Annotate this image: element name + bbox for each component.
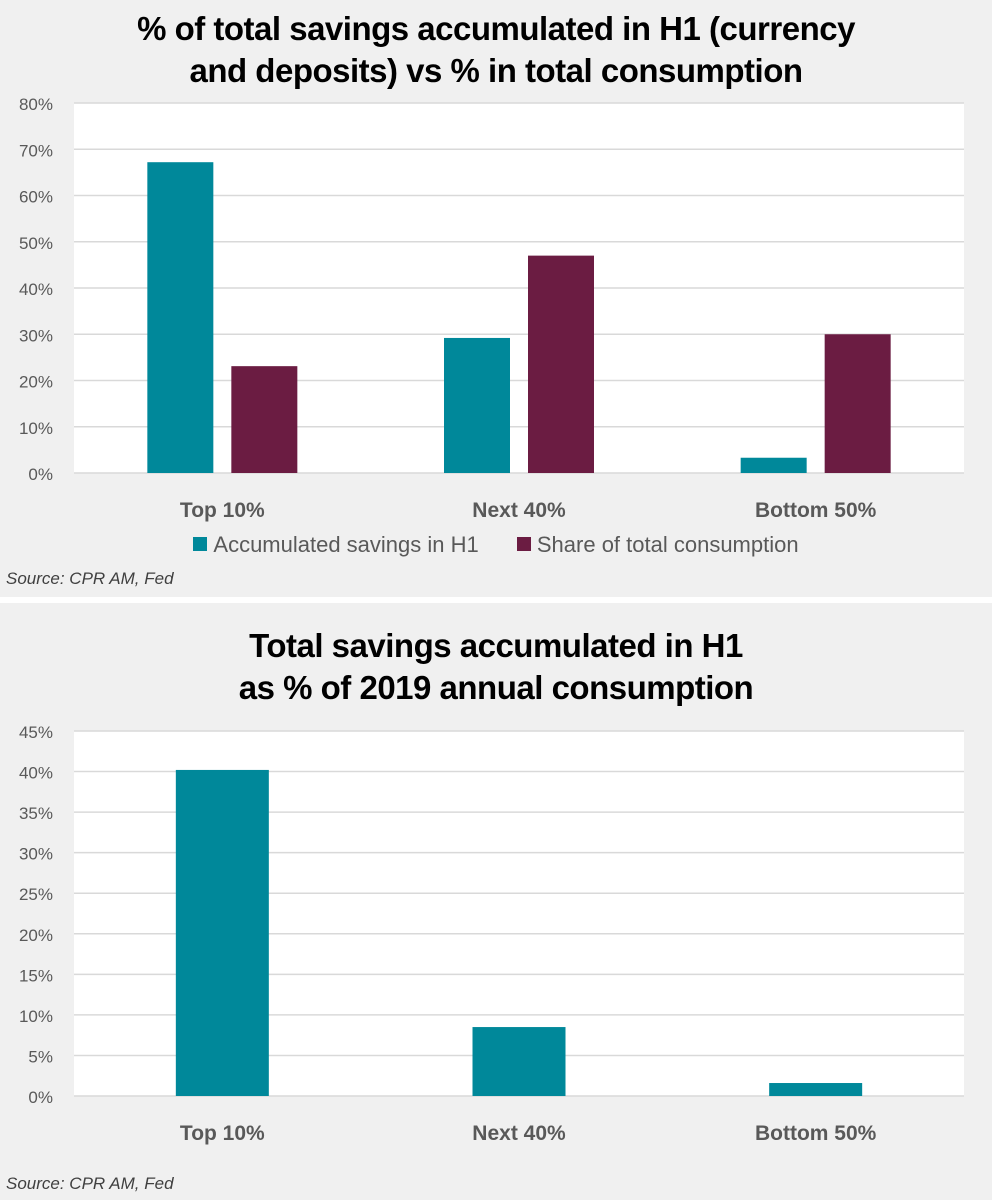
chart-title: Total savings accumulated in H1 as % of … (0, 625, 992, 709)
bar-accumulated-savings-in-h1-next-40- (444, 337, 510, 473)
chart-title-line: as % of 2019 annual consumption (238, 669, 754, 706)
bar-accumulated-savings-in-h1-top-10- (147, 162, 214, 473)
y-tick-label: 10% (19, 419, 53, 438)
y-tick-label: 70% (19, 141, 53, 160)
x-category-label: Next 40% (472, 499, 566, 522)
y-tick-label: 0% (28, 465, 53, 484)
y-tick-label: 10% (19, 1007, 53, 1026)
y-tick-label: 25% (19, 885, 53, 904)
y-tick-label: 15% (19, 966, 53, 985)
chart-title-line: % of total savings accumulated in H1 (cu… (137, 10, 855, 47)
y-tick-label: 50% (19, 234, 53, 253)
bar-share-of-total-consumption-top-10- (231, 366, 298, 473)
y-tick-label: 40% (19, 764, 53, 783)
source-note: Source: CPR AM, Fed (6, 569, 174, 588)
y-tick-label: 30% (19, 845, 53, 864)
y-tick-label: 20% (19, 373, 53, 392)
chart-title-line: Total savings accumulated in H1 (249, 627, 743, 664)
chart-title: % of total savings accumulated in H1 (cu… (0, 8, 992, 92)
bar-share-of-total-consumption-next-40- (528, 255, 594, 473)
legend-swatch-maroon (516, 537, 531, 551)
chart-panel-savings-vs-consumption: % of total savings accumulated in H1 (cu… (0, 0, 992, 597)
x-category-label: Top 10% (180, 499, 265, 522)
chart-legend: Accumulated savings in H1 Share of total… (0, 532, 992, 558)
chart-plot: 0% 5% 10% 15% 20% 25% 30% 35% 40% 45% Top 10% Next … (19, 723, 964, 1145)
y-tick-label: 30% (19, 326, 53, 345)
legend-item-savings: Accumulated savings in H1 (193, 532, 479, 558)
legend-item-consumption: Share of total consumption (516, 532, 799, 558)
bar-share-of-total-consumption-bottom-50- (824, 334, 891, 473)
legend-label: Accumulated savings in H1 (213, 532, 479, 557)
y-tick-label: 60% (19, 188, 53, 207)
legend-swatch-teal (193, 537, 208, 551)
chart-plot: 0% 10% 20% 30% 40% 50% 60% 70% 80% Top 10% Next 40… (19, 95, 964, 522)
source-note: Source: CPR AM, Fed (6, 1174, 174, 1193)
chart-panel-savings-vs-2019-consumption: Total savings accumulated in H1 as % of … (0, 603, 992, 1200)
y-tick-label: 80% (19, 95, 53, 114)
legend-label: Share of total consumption (536, 532, 799, 557)
y-tick-label: 40% (19, 280, 53, 299)
x-category-label: Bottom 50% (755, 499, 877, 522)
y-tick-label: 35% (19, 804, 53, 823)
y-tick-label: 20% (19, 926, 53, 945)
x-category-label: Next 40% (472, 1122, 566, 1145)
x-category-label: Top 10% (180, 1122, 265, 1145)
x-category-label: Bottom 50% (755, 1122, 877, 1145)
bar-total-savings-accumulated-in-h1-bottom-50- (769, 1083, 863, 1096)
bar-total-savings-accumulated-in-h1-next-40- (472, 1027, 566, 1096)
bar-total-savings-accumulated-in-h1-top-10- (175, 769, 269, 1096)
y-tick-label: 5% (28, 1047, 53, 1066)
bar-accumulated-savings-in-h1-bottom-50- (740, 457, 807, 473)
chart-title-line: and deposits) vs % in total consumption (189, 52, 803, 89)
y-tick-label: 0% (28, 1088, 53, 1107)
y-tick-label: 45% (19, 723, 53, 742)
